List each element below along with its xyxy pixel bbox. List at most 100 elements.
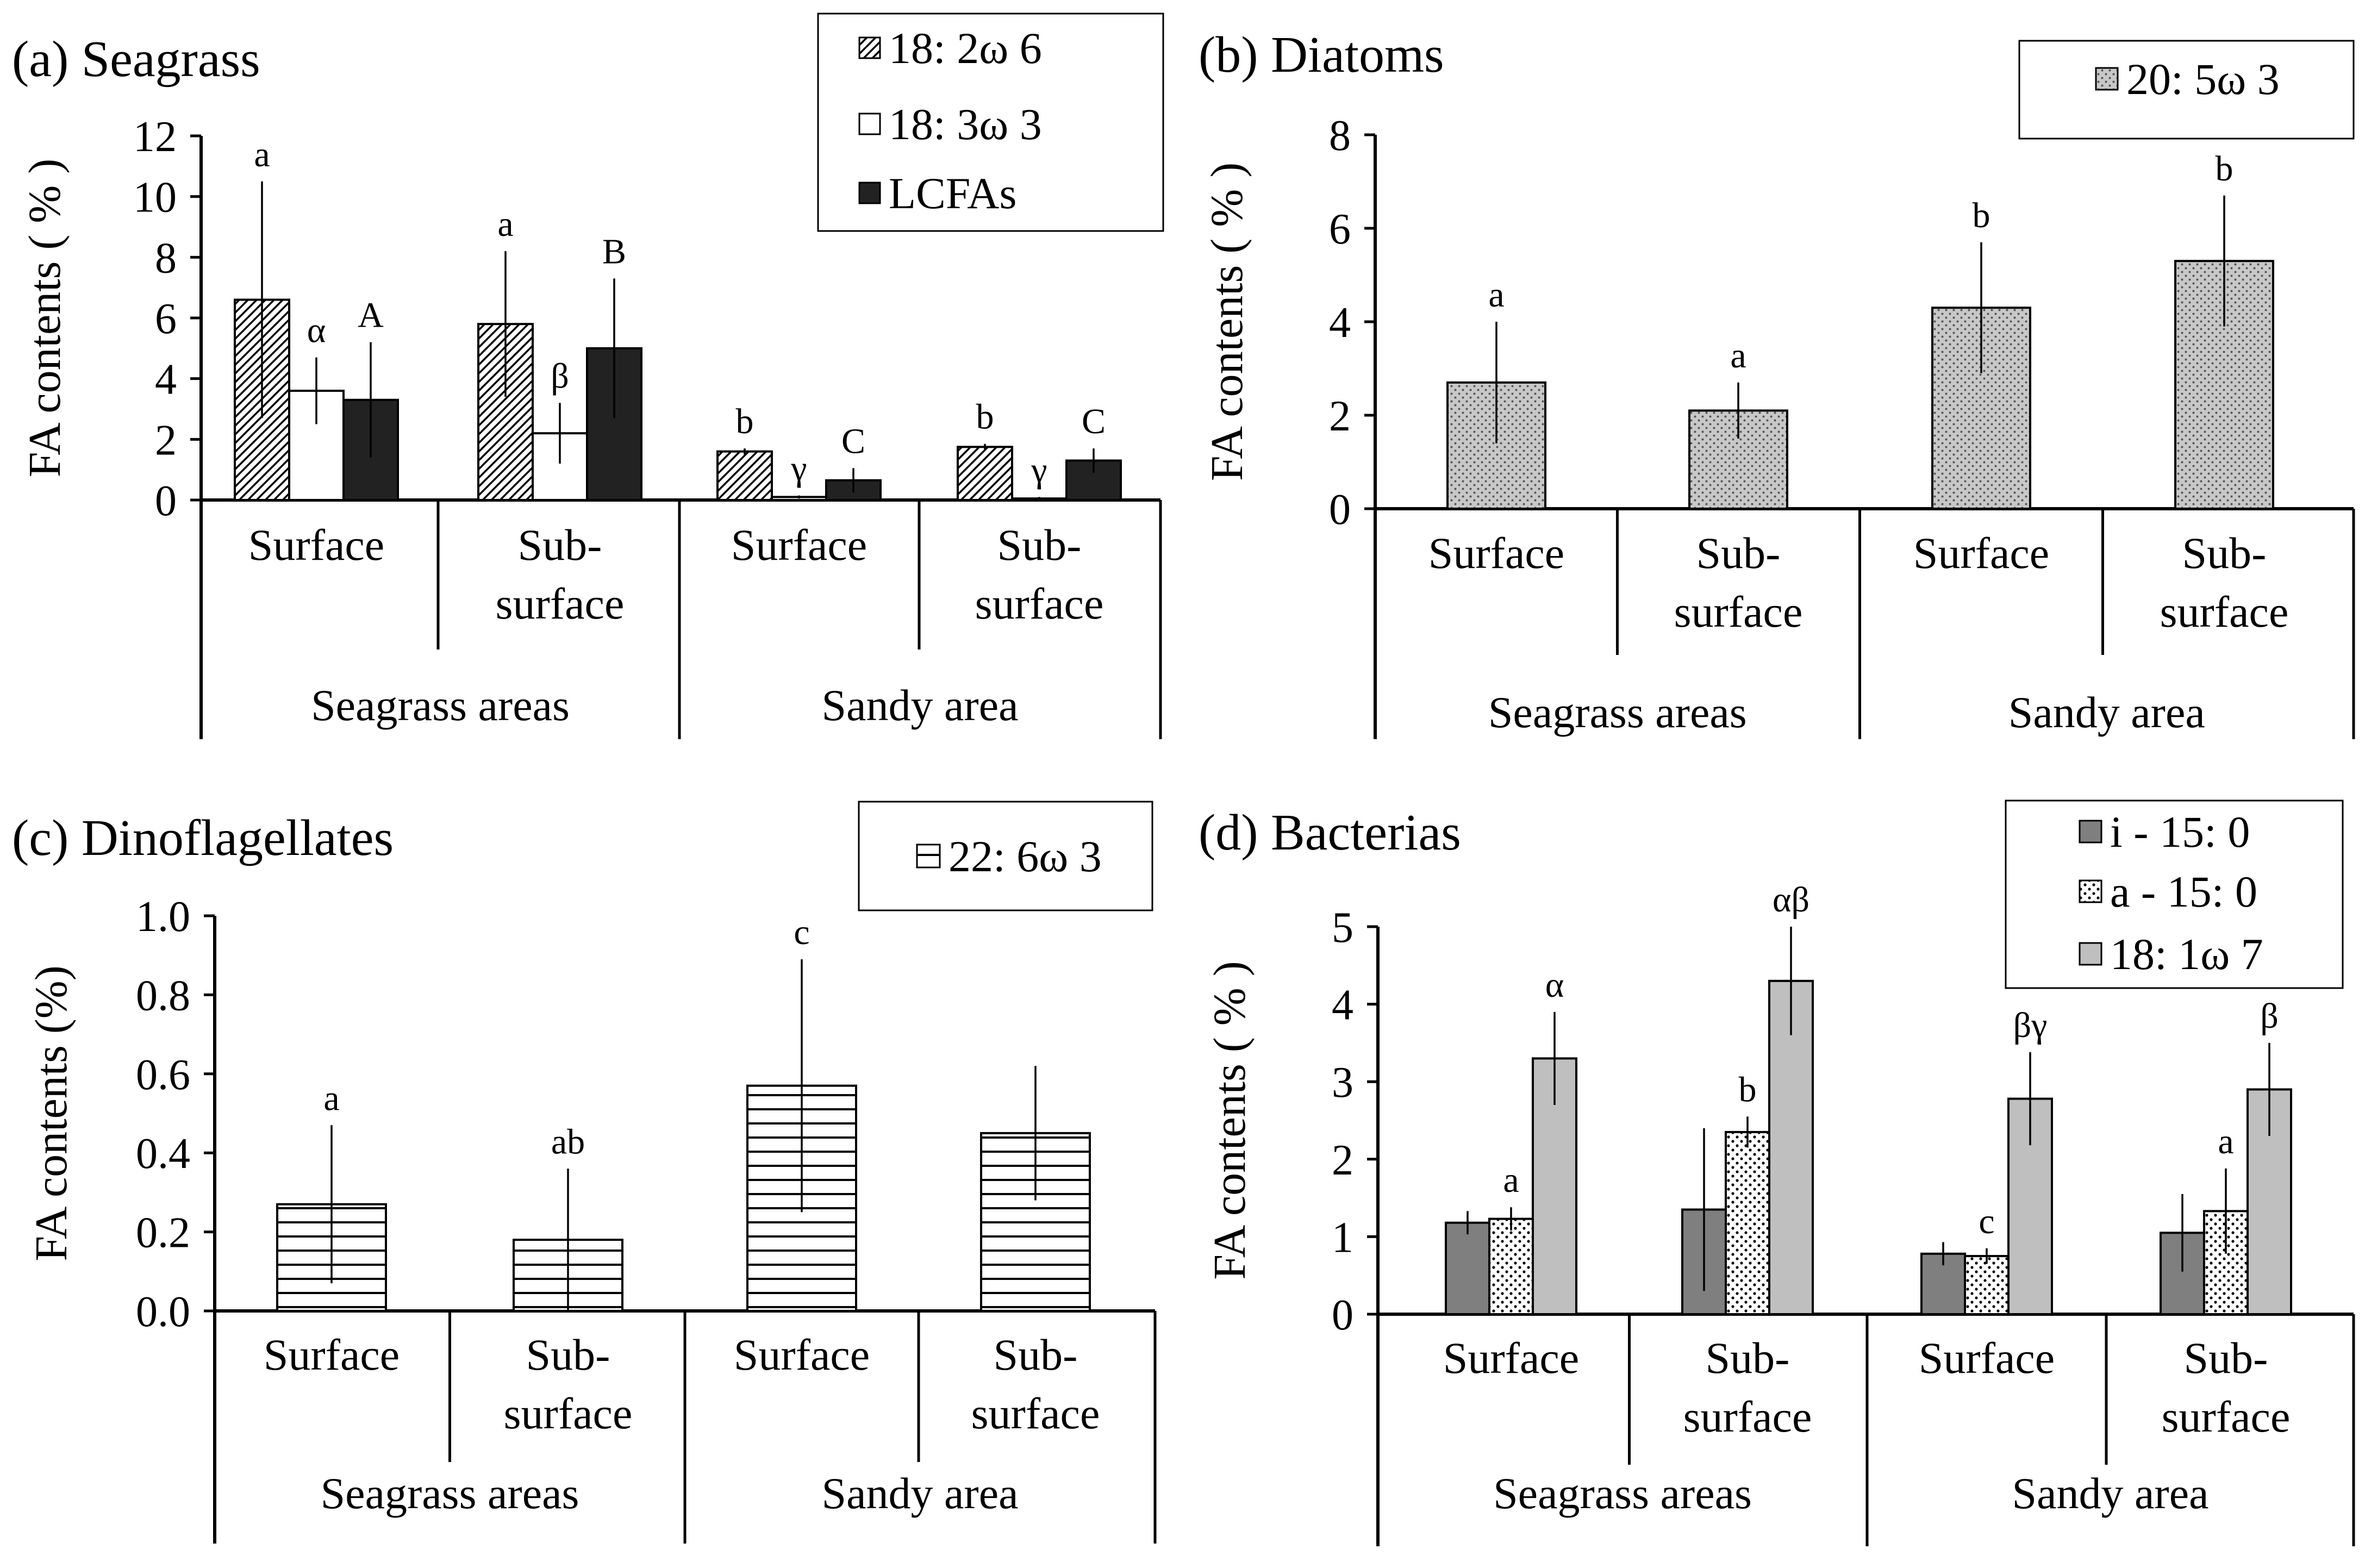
x-category-label: Sub-surface [1683, 1333, 1812, 1441]
y-tick-label: 6 [155, 295, 177, 343]
significance-label: b [1739, 1070, 1757, 1109]
legend-swatch [916, 844, 941, 869]
x-category-label-line: surface [971, 1389, 1100, 1438]
significance-label: β [551, 356, 569, 396]
bar [1768, 979, 1814, 1315]
legend-swatch [2079, 820, 2102, 844]
panel-title: (a) Seagrass [12, 31, 260, 88]
legend-swatch [858, 36, 881, 59]
legend-swatch [2095, 67, 2119, 91]
x-category-label-line: surface [1683, 1392, 1812, 1441]
x-category-label-line: Surface [1428, 528, 1564, 578]
bar [1964, 1255, 2010, 1316]
y-tick-label: 2 [1332, 1136, 1353, 1184]
y-tick-label: 6 [1329, 205, 1351, 253]
x-category-label: Surface [1443, 1333, 1579, 1383]
panel-c-dinoflagellates: (c) Dinoflagellates FA contents (%) 0.0 0.2… [12, 801, 1157, 1544]
x-category-label: Surface [1428, 528, 1564, 578]
significance-label: a [1488, 275, 1504, 315]
x-category-label-line: Surface [1913, 528, 2049, 578]
significance-label: a [2218, 1122, 2233, 1161]
y-tick-label: 0.2 [136, 1209, 190, 1257]
x-category-label-line: Surface [731, 520, 867, 570]
y-tick-label: 1 [1332, 1214, 1353, 1261]
y-tick-label: 8 [1329, 112, 1351, 160]
legend-label: 18: 3ω 3 [889, 99, 1042, 149]
y-tick-label: 8 [155, 234, 177, 282]
y-tick-label: 12 [133, 113, 177, 161]
significance-label: αβ [1773, 880, 1809, 920]
legend-box [2018, 40, 2355, 140]
bar [1445, 1221, 1490, 1315]
y-tick-label: 0.4 [136, 1130, 190, 1178]
x-category-label: Surface [1913, 528, 2049, 578]
x-group-label: Sandy area [2008, 688, 2205, 737]
y-tick-label: 0.6 [136, 1051, 190, 1099]
x-category-label-line: surface [975, 579, 1104, 628]
significance-label: a [497, 204, 513, 244]
x-group-label: Seagrass areas [1493, 1469, 1752, 1518]
x-category-label-line: Surface [1919, 1333, 2055, 1383]
panel-title: (b) Diatoms [1199, 27, 1444, 83]
x-category-label: Surface [731, 520, 867, 570]
legend-swatch [2079, 879, 2102, 903]
panel-a-seagrass: (a) Seagrass FA contents ( % ) 0 2 4 6 8 10 12 Su… [12, 13, 1164, 739]
significance-label: βγ [2013, 1005, 2048, 1045]
x-category-label-line: Sub- [2184, 1333, 2268, 1383]
y-tick-label: 2 [155, 416, 177, 464]
x-category-label: Sub-surface [971, 1330, 1100, 1438]
significance-label: a [1730, 336, 1746, 376]
y-tick-label: 0 [1329, 486, 1351, 534]
legend-swatch [858, 182, 881, 204]
x-group-label: Sandy area [822, 1469, 1019, 1518]
significance-label: b [1973, 196, 1990, 235]
legend-swatch [2079, 942, 2102, 966]
bar [1488, 1217, 1534, 1316]
x-category-label-line: Sub- [518, 520, 602, 570]
significance-label: a [1503, 1160, 1519, 1200]
panel-title: (d) Bacterias [1199, 804, 1461, 861]
y-axis-label: FA contents ( % ) [1202, 163, 1252, 481]
significance-label: c [1979, 1202, 1994, 1241]
bar [957, 446, 1013, 502]
x-category-label: Surface [1919, 1333, 2055, 1383]
significance-label: C [1082, 402, 1106, 441]
x-category-label-line: surface [2160, 587, 2289, 636]
y-tick-label: 5 [1332, 904, 1353, 952]
x-category-label: Sub-surface [1674, 528, 1803, 636]
significance-label: B [602, 232, 626, 271]
significance-label: A [358, 296, 384, 335]
y-tick-label: 0 [1332, 1291, 1353, 1339]
significance-label: α [307, 311, 326, 351]
y-axis-label: FA contents ( % ) [1205, 961, 1255, 1279]
x-category-label: Surface [248, 520, 384, 570]
x-category-label: Surface [734, 1330, 870, 1379]
significance-label: a [254, 135, 270, 174]
significance-label: b [2216, 149, 2233, 189]
x-category-label: Sub-surface [2160, 528, 2289, 636]
legend-swatch [858, 113, 881, 135]
x-category-label-line: Sub- [1706, 1333, 1790, 1383]
x-category-label-line: Sub- [994, 1330, 1078, 1379]
x-group-label: Seagrass areas [311, 680, 570, 730]
legend-label: i - 15: 0 [2110, 807, 2250, 857]
y-tick-label: 0 [155, 477, 177, 525]
legend-label: 20: 5ω 3 [2126, 54, 2280, 104]
significance-label: ab [551, 1122, 585, 1161]
x-category-label-line: Surface [1443, 1333, 1579, 1383]
x-category-label: Sub-surface [504, 1330, 633, 1438]
legend-label: LCFAs [889, 168, 1016, 218]
x-category-label: Sub-surface [975, 520, 1104, 628]
legend-label: 18: 2ω 6 [889, 23, 1042, 73]
bar [1920, 1252, 1966, 1315]
x-category-label: Sub-surface [2162, 1333, 2291, 1441]
y-tick-label: 4 [155, 356, 177, 404]
legend-box [2005, 799, 2344, 989]
y-axis-label: FA contents ( % ) [20, 159, 70, 477]
x-category-label-line: Surface [248, 520, 384, 570]
significance-label: β [2260, 996, 2279, 1036]
legend-box [858, 801, 1153, 911]
x-category-label-line: Sub- [2182, 528, 2267, 578]
significance-label: b [976, 397, 994, 437]
